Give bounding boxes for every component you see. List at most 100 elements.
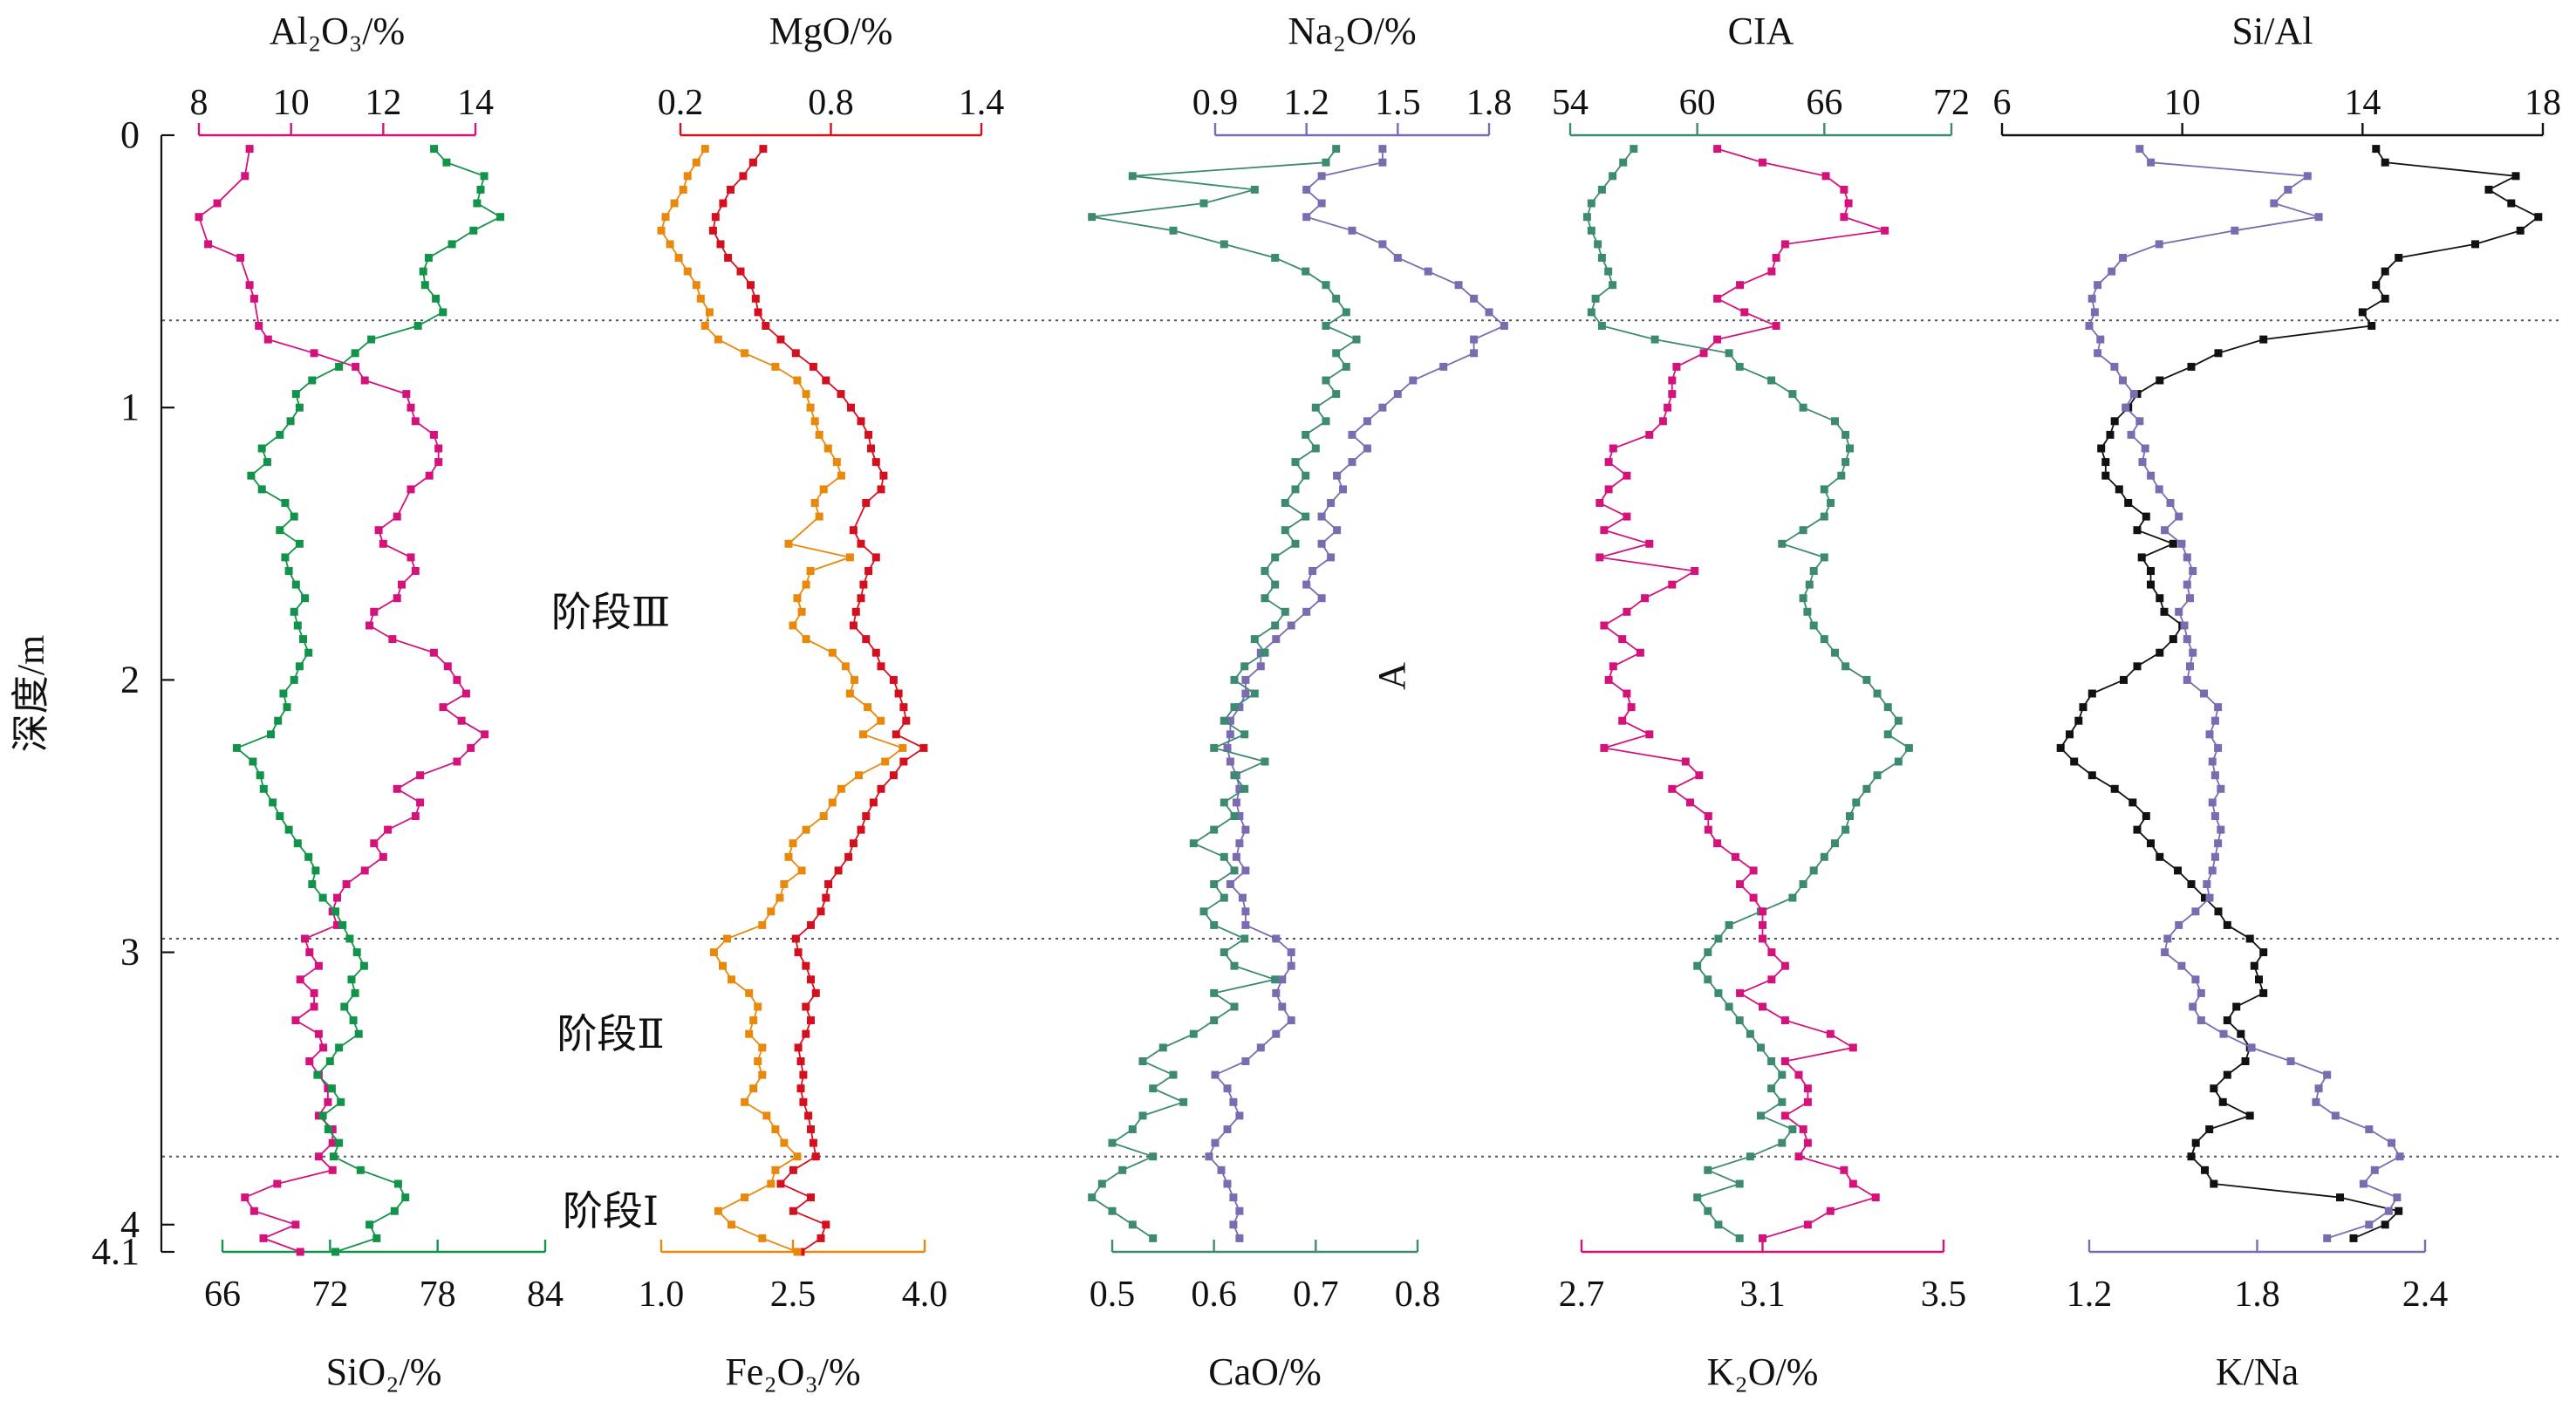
data-point [1809, 621, 1818, 630]
data-point [1332, 294, 1341, 303]
stage-boundaries [162, 319, 2563, 1158]
data-point [2186, 594, 2194, 603]
data-point [1128, 1220, 1137, 1229]
data-point [319, 1043, 328, 1052]
data-point [1827, 499, 1835, 507]
data-point [1820, 852, 1828, 861]
data-point [1470, 294, 1479, 303]
data-point [849, 839, 858, 848]
data-point [1220, 798, 1228, 807]
data-point [1650, 335, 1659, 344]
data-point [796, 1084, 805, 1093]
data-point [2108, 267, 2116, 276]
top-axis-tick-label: 6 [1993, 83, 2012, 123]
data-point [1332, 145, 1341, 154]
top-axis-tick-label: 54 [1552, 83, 1589, 123]
data-point [1271, 580, 1280, 589]
data-point [679, 185, 687, 194]
data-point [1348, 226, 1356, 235]
data-point [370, 839, 379, 848]
data-point [2124, 499, 2133, 507]
data-point [683, 267, 692, 276]
data-point [333, 920, 341, 929]
data-point [1229, 1193, 1238, 1202]
top-axis-tick-label: 14 [457, 83, 494, 123]
data-point [276, 812, 284, 820]
data-point [758, 920, 767, 929]
data-point [1809, 866, 1818, 875]
data-point [2210, 1179, 2218, 1188]
data-point [796, 1057, 805, 1065]
data-point [1668, 390, 1677, 399]
data-point [283, 703, 291, 712]
data-point [2135, 145, 2144, 154]
data-point [657, 226, 666, 235]
data-point [352, 948, 361, 957]
data-point [1229, 1220, 1238, 1229]
data-point [1308, 567, 1317, 575]
data-point [1873, 771, 1882, 780]
data-point [862, 499, 871, 507]
data-point [2484, 185, 2493, 194]
data-point [305, 1057, 314, 1065]
data-point [1780, 1111, 1789, 1120]
data-point [1226, 880, 1234, 888]
data-point [2175, 512, 2183, 521]
data-point [1272, 635, 1281, 644]
data-point [2381, 1220, 2389, 1229]
series-line [197, 148, 487, 1253]
data-point [1794, 1070, 1803, 1079]
data-point [1311, 444, 1320, 453]
bottom-axis-title: Fe₂O₃/% [725, 1350, 860, 1393]
data-point [1645, 539, 1654, 548]
data-point [1223, 1084, 1232, 1093]
data-point [1348, 458, 1356, 467]
data-point [851, 675, 858, 684]
data-point [754, 308, 762, 317]
data-point [802, 635, 810, 644]
top-axis-tick-label: 12 [365, 83, 401, 123]
data-point [828, 798, 837, 807]
data-point [1256, 662, 1265, 671]
data-point [496, 213, 505, 222]
top-axis-tick-label: 0.8 [808, 83, 854, 123]
data-point [1681, 757, 1690, 766]
data-point [393, 512, 401, 521]
data-point [1759, 907, 1766, 916]
data-point [719, 199, 728, 208]
data-point [2106, 430, 2115, 439]
data-point [817, 907, 825, 916]
data-point [1597, 185, 1606, 194]
data-point [299, 635, 307, 644]
data-point [1281, 499, 1289, 507]
data-point [1226, 716, 1234, 725]
data-point [1333, 526, 1342, 535]
panel-3: 0.9 1.2 1.5 1.8 Na₂O/% 0.5 0.6 0.7 0.8 CaO/% A [1088, 10, 1512, 1393]
data-point [1199, 907, 1208, 916]
data-point [739, 172, 748, 181]
data-point [1240, 784, 1249, 793]
depth-tick-label: 4 [120, 1203, 140, 1246]
data-point [2219, 1029, 2228, 1038]
data-point [1623, 471, 1631, 480]
data-point [2210, 1084, 2218, 1093]
data-point [432, 294, 441, 303]
data-point [2133, 526, 2142, 535]
data-point [453, 757, 461, 766]
data-point [2183, 675, 2191, 684]
data-point [310, 988, 318, 997]
data-point [1210, 988, 1219, 997]
top-axis-tick-label: 66 [1806, 83, 1842, 123]
data-point [811, 988, 820, 997]
data-point [1735, 1016, 1744, 1025]
data-point [1240, 730, 1249, 739]
data-point [379, 539, 387, 548]
data-point [2247, 1043, 2256, 1052]
data-point [2175, 920, 2183, 929]
data-point [857, 539, 865, 548]
data-point [802, 1002, 810, 1011]
data-point [1250, 635, 1259, 644]
data-point [2286, 1057, 2295, 1065]
bottom-axis-tick-label: 3.1 [1739, 1275, 1786, 1315]
data-point [871, 458, 880, 467]
